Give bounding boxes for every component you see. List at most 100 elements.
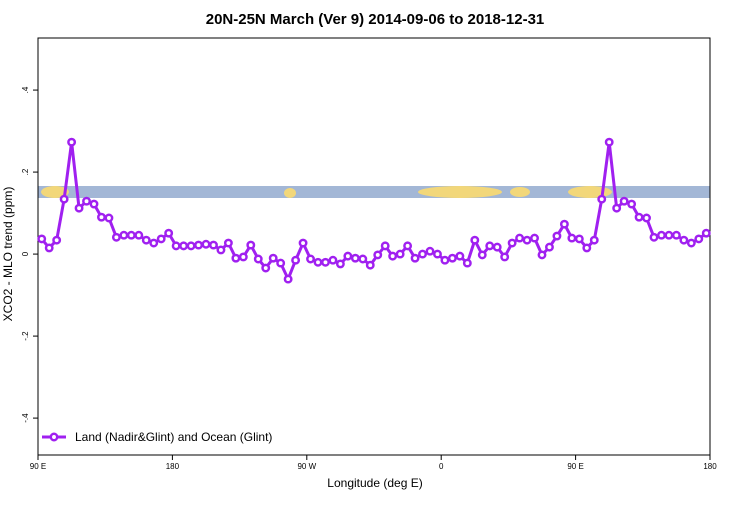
plot-frame: [37, 37, 711, 456]
data-point: [597, 194, 607, 204]
data-point: [500, 252, 510, 262]
legend-marker: [49, 432, 59, 442]
data-point: [679, 235, 689, 245]
x-tick-label: 180: [703, 462, 717, 471]
data-point: [485, 241, 495, 251]
data-point: [253, 254, 263, 264]
data-point: [156, 234, 166, 244]
data-point: [328, 255, 338, 265]
data-point: [298, 238, 308, 248]
data-point: [552, 231, 562, 241]
data-point: [627, 199, 637, 209]
data-point: [671, 230, 681, 240]
data-point: [649, 232, 659, 242]
y-axis-label: XCO2 - MLO trend (ppm): [1, 187, 15, 322]
x-tick-label: 0: [439, 462, 444, 471]
data-point: [216, 245, 226, 255]
data-point: [268, 253, 278, 263]
data-point: [313, 257, 323, 267]
data-point: [111, 232, 121, 242]
data-point: [589, 235, 599, 245]
data-point: [433, 249, 442, 259]
data-point: [447, 253, 457, 263]
data-point: [141, 235, 151, 245]
data-point: [209, 240, 218, 250]
data-point: [134, 230, 144, 240]
data-point: [171, 241, 181, 251]
data-point: [52, 235, 62, 245]
data-point: [418, 249, 427, 259]
y-tick-label: 0: [21, 251, 30, 256]
x-axis-label: Longitude (deg E): [327, 476, 422, 490]
data-point: [201, 239, 211, 249]
data-point: [97, 212, 106, 222]
data-point: [530, 233, 539, 243]
data-point: [455, 251, 465, 261]
data-point: [440, 255, 450, 265]
data-point: [59, 194, 69, 204]
data-point: [238, 252, 248, 262]
y-tick-label: .4: [21, 86, 30, 93]
data-point: [612, 203, 622, 213]
data-point: [223, 238, 233, 248]
y-tick-label: -.2: [21, 331, 30, 341]
data-point: [67, 137, 77, 147]
data-point: [276, 258, 286, 268]
data-point: [321, 257, 330, 267]
x-tick-label: 90 W: [297, 462, 316, 471]
data-point: [559, 219, 569, 229]
x-tick-label: 90 E: [30, 462, 46, 471]
data-point: [388, 251, 398, 261]
data-point: [522, 235, 532, 245]
data-point: [634, 212, 644, 222]
data-point: [470, 235, 480, 245]
data-point: [119, 230, 129, 240]
data-point: [365, 260, 375, 270]
data-point: [574, 234, 584, 244]
data-point: [89, 199, 99, 209]
data-point: [350, 253, 360, 263]
data-point: [545, 242, 554, 252]
data-point: [664, 230, 674, 240]
data-point: [619, 196, 629, 206]
data-point: [179, 241, 189, 251]
data-point: [395, 249, 405, 259]
data-point: [567, 233, 577, 243]
data-point: [380, 241, 390, 251]
data-point: [291, 255, 301, 265]
data-point: [164, 228, 174, 238]
data-point: [44, 243, 54, 253]
data-point: [149, 238, 159, 248]
chart-title: 20N-25N March (Ver 9) 2014-09-06 to 2018…: [206, 11, 545, 28]
x-tick-label: 180: [166, 462, 180, 471]
data-point: [657, 230, 666, 240]
data-point: [642, 213, 651, 223]
data-point: [306, 254, 315, 264]
data-point: [686, 238, 696, 248]
data-point: [104, 213, 114, 223]
data-point: [261, 263, 271, 273]
data-point: [126, 230, 136, 240]
data-point: [194, 240, 203, 250]
x-tick-label: 90 E: [567, 462, 583, 471]
data-point: [425, 246, 435, 256]
data-point: [462, 258, 472, 268]
data-point: [74, 203, 84, 213]
map-strip: [38, 186, 710, 198]
data-point: [403, 241, 413, 251]
data-point: [515, 233, 525, 243]
data-point: [283, 274, 293, 284]
data-point: [410, 253, 420, 263]
data-point: [492, 242, 502, 252]
data-point: [246, 240, 256, 250]
data-point: [701, 228, 711, 238]
data-point: [694, 234, 704, 244]
data-point: [82, 196, 91, 206]
y-tick-label: .2: [21, 168, 30, 175]
data-point: [186, 241, 196, 251]
data-point: [37, 234, 47, 244]
data-point: [537, 250, 547, 260]
data-point: [358, 254, 368, 264]
